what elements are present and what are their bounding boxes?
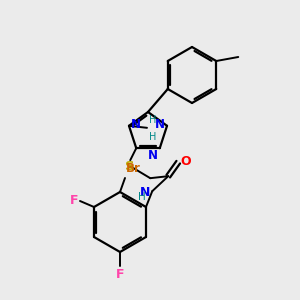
Text: F: F bbox=[116, 268, 124, 281]
Text: S: S bbox=[125, 160, 135, 173]
Text: O: O bbox=[180, 155, 191, 168]
Text: F: F bbox=[70, 194, 78, 208]
Text: N: N bbox=[131, 118, 141, 131]
Text: N: N bbox=[155, 118, 165, 131]
Text: H: H bbox=[138, 192, 146, 202]
Text: H: H bbox=[149, 115, 156, 125]
Text: H: H bbox=[149, 132, 156, 142]
Text: N: N bbox=[148, 149, 158, 162]
Text: N: N bbox=[140, 186, 150, 199]
Text: Br: Br bbox=[126, 162, 141, 175]
